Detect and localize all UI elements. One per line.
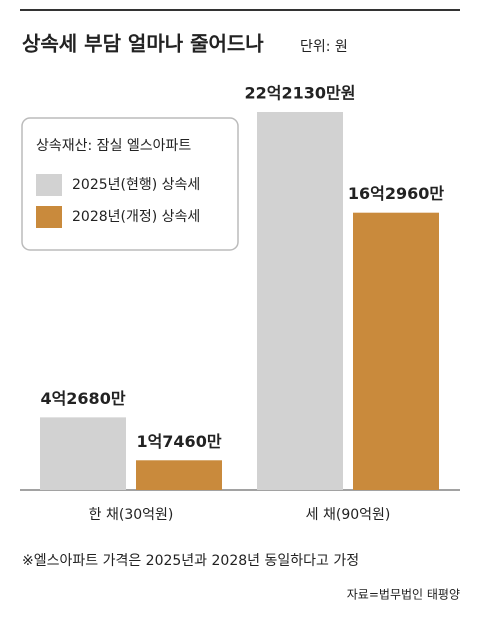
x-tick-label: 한 채(30억원) — [89, 507, 174, 523]
legend-swatch — [36, 174, 62, 196]
value-label: 4억2680만 — [40, 389, 125, 408]
value-label: 16억2960만 — [348, 184, 445, 203]
bar — [40, 417, 126, 490]
bar — [257, 112, 343, 490]
source: 자료=법무법인 태평양 — [347, 588, 460, 602]
bar — [136, 460, 222, 490]
legend-label: 2025년(현행) 상속세 — [72, 177, 200, 193]
value-label: 22억2130만원 — [245, 84, 356, 103]
footnote: ※엘스아파트 가격은 2025년과 2028년 동일하다고 가정 — [22, 553, 359, 569]
legend-title: 상속재산: 잠실 엘스아파트 — [36, 138, 191, 154]
legend-swatch — [36, 206, 62, 228]
legend-box — [21, 117, 239, 251]
chart-title: 상속세 부담 얼마나 줄어드나 — [22, 32, 264, 56]
value-label: 1억7460만 — [136, 432, 221, 451]
chart-subtitle: 단위: 원 — [300, 39, 348, 55]
legend-label: 2028년(개정) 상속세 — [72, 209, 200, 225]
x-tick-label: 세 채(90억원) — [306, 507, 391, 523]
bar — [353, 212, 439, 491]
